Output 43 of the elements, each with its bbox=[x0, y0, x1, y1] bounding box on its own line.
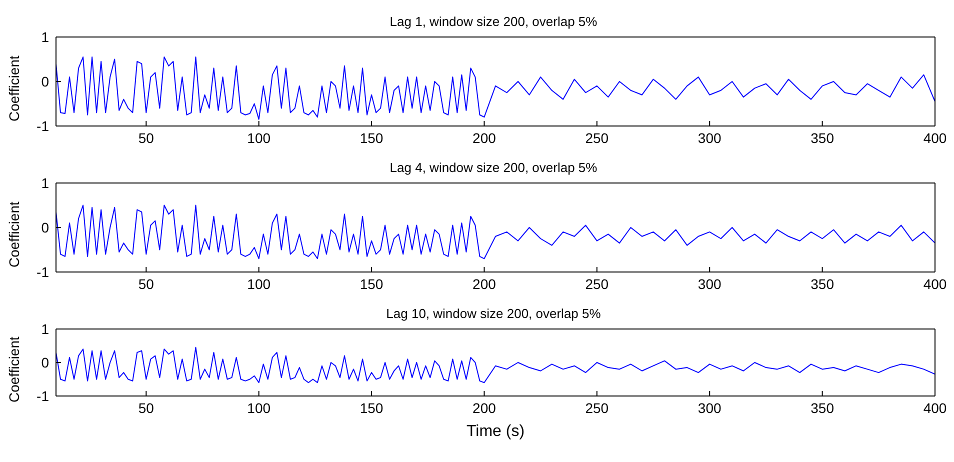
y-axis-title: Coefficient bbox=[6, 56, 22, 122]
line-series bbox=[56, 346, 935, 384]
y-axis-title: Coefficient bbox=[6, 336, 22, 402]
x-tick-label: 100 bbox=[247, 276, 271, 292]
x-tick-label: 400 bbox=[923, 276, 947, 292]
x-tick-label: 300 bbox=[698, 400, 722, 416]
chart-title: Lag 10, window size 200, overlap 5% bbox=[385, 306, 602, 321]
y-tick-label: 1 bbox=[41, 28, 50, 45]
x-axis-title: Time (s) bbox=[466, 423, 525, 440]
line-series bbox=[56, 56, 935, 120]
line-series bbox=[56, 204, 935, 260]
y-tick-label: 0 bbox=[41, 354, 50, 370]
x-tick-label: 350 bbox=[810, 130, 834, 146]
y-tick-label: -1 bbox=[36, 118, 50, 134]
y-tick-label: -1 bbox=[36, 388, 50, 404]
x-tick-label: 250 bbox=[585, 400, 609, 416]
x-tick-label: 50 bbox=[138, 400, 154, 416]
y-tick-label: -1 bbox=[36, 264, 50, 280]
x-tick-label: 350 bbox=[810, 276, 834, 292]
x-tick-label: 100 bbox=[247, 130, 271, 146]
x-tick-label: 150 bbox=[360, 130, 384, 146]
x-tick-label: 400 bbox=[923, 130, 947, 146]
y-tick-label: 0 bbox=[41, 73, 50, 90]
x-tick-label: 200 bbox=[472, 276, 496, 292]
x-tick-label: 350 bbox=[810, 400, 834, 416]
x-tick-label: 150 bbox=[360, 276, 384, 292]
chart-title: Lag 1, window size 200, overlap 5% bbox=[388, 14, 598, 29]
x-tick-label: 300 bbox=[698, 276, 722, 292]
x-tick-label: 150 bbox=[360, 400, 384, 416]
x-tick-label: 200 bbox=[472, 400, 496, 416]
x-tick-label: 50 bbox=[138, 130, 154, 146]
y-axis-title: Coefficient bbox=[6, 202, 22, 268]
y-tick-label: 1 bbox=[41, 320, 50, 337]
x-tick-label: 250 bbox=[585, 130, 609, 146]
x-tick-label: 400 bbox=[923, 400, 947, 416]
x-tick-label: 100 bbox=[247, 400, 271, 416]
x-tick-label: 50 bbox=[138, 276, 154, 292]
y-tick-label: 0 bbox=[41, 219, 50, 236]
y-tick-label: 1 bbox=[41, 174, 50, 191]
x-tick-label: 300 bbox=[698, 130, 722, 146]
x-tick-label: 250 bbox=[585, 276, 609, 292]
x-tick-label: 200 bbox=[472, 130, 496, 146]
chart-title: Lag 4, window size 200, overlap 5% bbox=[388, 160, 598, 175]
